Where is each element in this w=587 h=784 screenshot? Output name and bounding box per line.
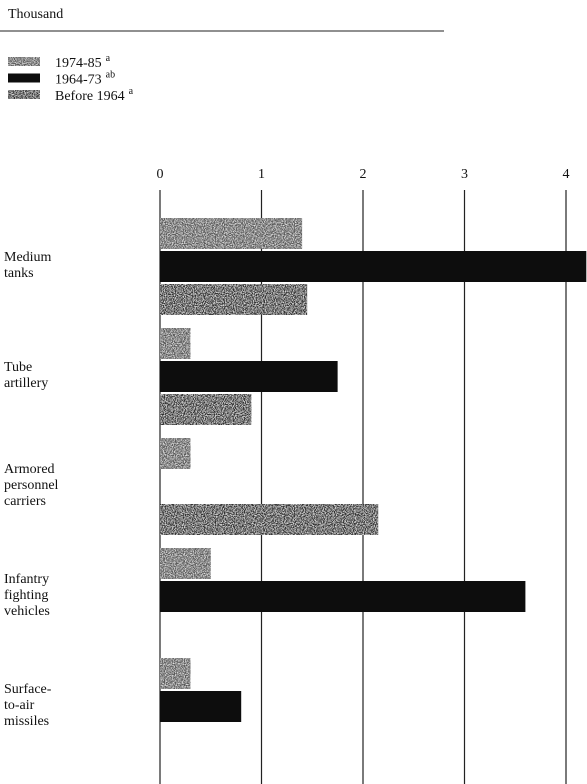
bar [160, 438, 191, 469]
category-label: Armored personnel carriers [4, 462, 59, 509]
chart-title: Thousand [8, 7, 63, 22]
legend-name: 1964-73 [55, 73, 102, 88]
legend-name: 1974-85 [55, 56, 102, 71]
bar [160, 504, 379, 535]
bar [160, 361, 338, 392]
bar [160, 658, 191, 689]
category-label: Infantry fighting vehicles [4, 572, 50, 619]
bar [160, 394, 252, 425]
x-tick-label: 3 [461, 167, 468, 182]
category-label: Medium tanks [4, 250, 52, 281]
bar [160, 284, 308, 315]
bar [160, 251, 587, 282]
category-label: Tube artillery [4, 360, 49, 391]
legend-superscript: a [106, 53, 111, 64]
legend-swatch [8, 90, 40, 99]
legend-name: Before 1964 [55, 89, 125, 104]
legend-label: 1964-73 ab [55, 70, 115, 88]
legend-superscript: ab [106, 70, 115, 81]
x-tick-label: 4 [563, 167, 570, 182]
legend-label: Before 1964 a [55, 86, 134, 104]
bar [160, 328, 191, 359]
bar [160, 548, 211, 579]
bar [160, 581, 526, 612]
x-tick-label: 2 [360, 167, 367, 182]
x-tick-label: 0 [157, 167, 164, 182]
bar [160, 218, 303, 249]
category-label: Surface- to-air missiles [4, 682, 52, 729]
legend-label: 1974-85 a [55, 53, 111, 71]
legend-swatch [8, 73, 40, 83]
bar [160, 691, 242, 722]
x-tick-label: 1 [258, 167, 265, 182]
legend-superscript: a [129, 86, 134, 97]
legend-swatch [8, 57, 40, 66]
